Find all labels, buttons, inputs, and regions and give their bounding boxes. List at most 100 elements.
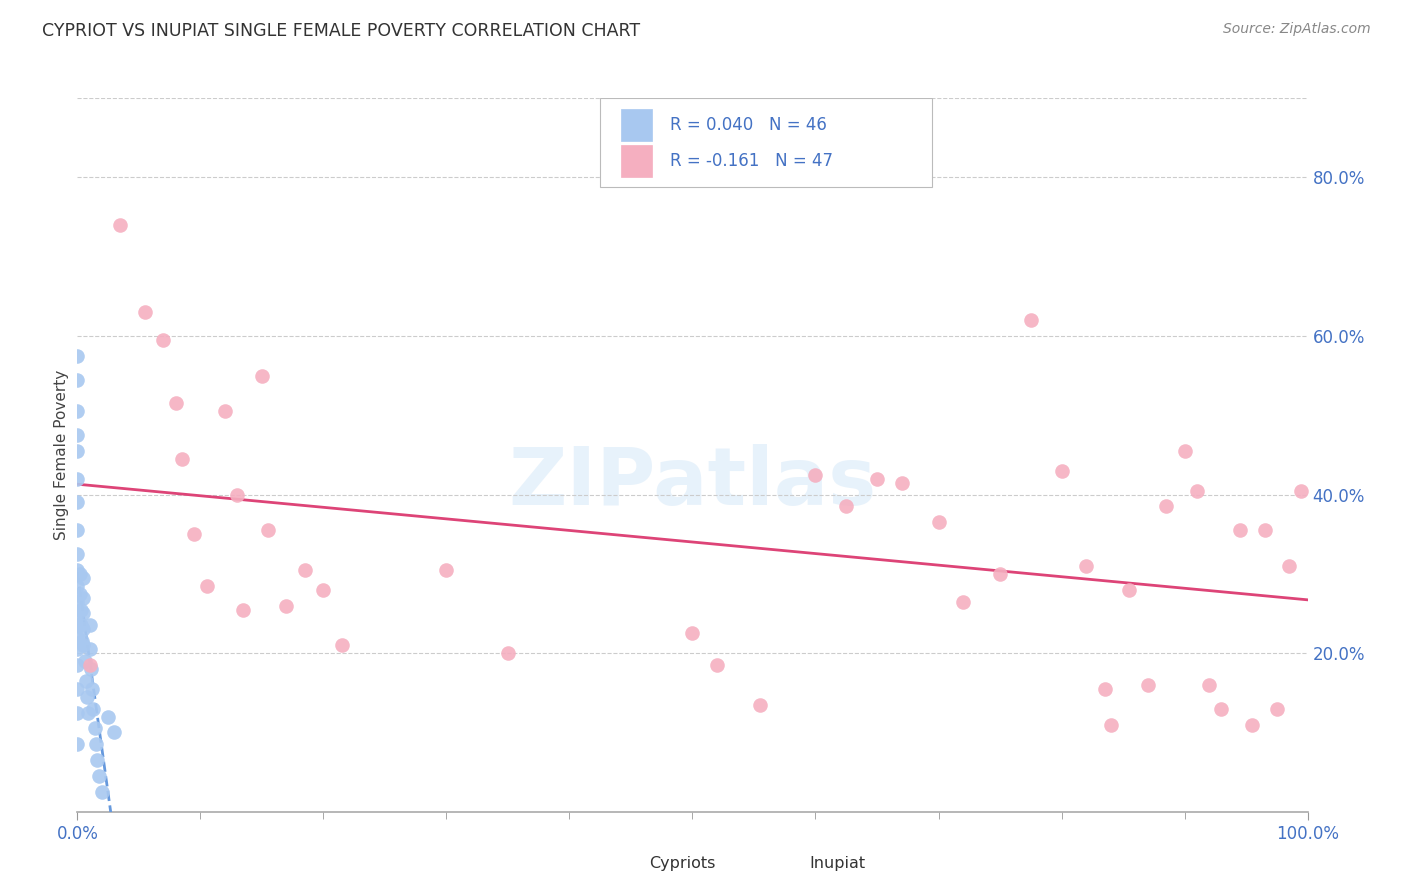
Point — [232, 602, 254, 616]
Point — [1229, 523, 1251, 537]
Point — [79, 642, 101, 657]
Point — [86, 753, 108, 767]
Point — [66, 523, 89, 537]
Bar — [621, 145, 652, 177]
Point — [66, 563, 89, 577]
Point — [1185, 483, 1208, 498]
Text: Source: ZipAtlas.com: Source: ZipAtlas.com — [1223, 22, 1371, 37]
Point — [66, 373, 89, 387]
Point — [77, 706, 100, 720]
Point — [66, 681, 89, 696]
FancyBboxPatch shape — [600, 98, 932, 187]
Point — [72, 571, 94, 585]
Point — [82, 681, 104, 696]
Point — [72, 623, 94, 637]
Point — [749, 698, 772, 712]
Point — [152, 333, 174, 347]
Point — [72, 607, 94, 621]
Point — [1198, 678, 1220, 692]
Point — [226, 487, 249, 501]
Point — [103, 725, 125, 739]
Point — [72, 638, 94, 652]
Point — [89, 769, 111, 783]
Point — [69, 587, 91, 601]
Point — [69, 566, 91, 581]
Point — [76, 690, 98, 704]
Point — [1136, 678, 1159, 692]
Point — [1099, 717, 1122, 731]
Point — [70, 634, 93, 648]
Bar — [772, 847, 797, 876]
Point — [82, 701, 104, 715]
Point — [1094, 681, 1116, 696]
Point — [1291, 483, 1313, 498]
Point — [257, 523, 280, 537]
Point — [1019, 313, 1042, 327]
Point — [90, 785, 114, 799]
Point — [1278, 558, 1301, 573]
Y-axis label: Single Female Poverty: Single Female Poverty — [53, 370, 69, 540]
Point — [72, 591, 94, 605]
Point — [214, 404, 236, 418]
Point — [890, 475, 912, 490]
Point — [866, 472, 889, 486]
Point — [66, 658, 89, 673]
Text: ZIPatlas: ZIPatlas — [509, 444, 876, 523]
Point — [66, 642, 89, 657]
Point — [66, 349, 89, 363]
Point — [66, 630, 89, 644]
Point — [66, 444, 89, 458]
Point — [75, 673, 97, 688]
Point — [312, 582, 335, 597]
Point — [80, 662, 103, 676]
Point — [79, 618, 101, 632]
Point — [66, 607, 89, 621]
Point — [250, 368, 273, 383]
Point — [276, 599, 298, 613]
Point — [330, 638, 353, 652]
Point — [70, 618, 93, 632]
Point — [110, 218, 132, 232]
Point — [66, 737, 89, 751]
Point — [294, 563, 316, 577]
Point — [170, 451, 193, 466]
Point — [1118, 582, 1140, 597]
Point — [73, 654, 96, 668]
Point — [1174, 444, 1197, 458]
Point — [1253, 523, 1275, 537]
Point — [66, 404, 89, 418]
Point — [134, 305, 156, 319]
Bar — [613, 847, 637, 876]
Text: Cypriots: Cypriots — [650, 855, 716, 871]
Point — [1241, 717, 1264, 731]
Point — [66, 706, 89, 720]
Point — [1154, 500, 1177, 514]
Point — [706, 658, 728, 673]
Point — [835, 500, 858, 514]
Point — [1265, 701, 1288, 715]
Point — [682, 626, 704, 640]
Point — [79, 658, 101, 673]
Point — [70, 602, 93, 616]
Bar — [621, 109, 652, 141]
Point — [183, 527, 205, 541]
Point — [1050, 464, 1073, 478]
Point — [66, 495, 89, 509]
Point — [952, 594, 974, 608]
Point — [804, 467, 827, 482]
Text: R = -0.161   N = 47: R = -0.161 N = 47 — [671, 152, 834, 169]
Point — [195, 579, 218, 593]
Point — [436, 563, 458, 577]
Point — [66, 428, 89, 442]
Text: CYPRIOT VS INUPIAT SINGLE FEMALE POVERTY CORRELATION CHART: CYPRIOT VS INUPIAT SINGLE FEMALE POVERTY… — [42, 22, 640, 40]
Point — [66, 547, 89, 561]
Point — [66, 594, 89, 608]
Text: R = 0.040   N = 46: R = 0.040 N = 46 — [671, 116, 827, 134]
Text: Inupiat: Inupiat — [810, 855, 866, 871]
Point — [66, 472, 89, 486]
Point — [66, 618, 89, 632]
Point — [1076, 558, 1098, 573]
Point — [165, 396, 187, 410]
Point — [1211, 701, 1233, 715]
Point — [988, 566, 1011, 581]
